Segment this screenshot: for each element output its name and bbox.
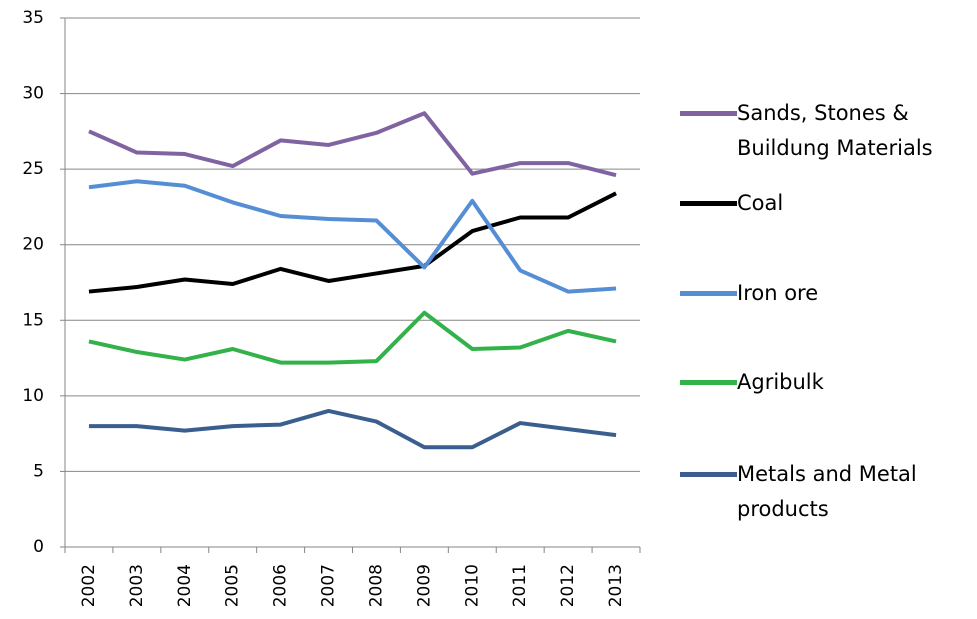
series-line	[88, 111, 617, 178]
legend-item: Agribulk	[680, 365, 977, 400]
y-tick-label: 5	[33, 461, 44, 481]
legend-item: Coal	[680, 186, 977, 221]
x-tick-label: 2010	[462, 564, 482, 607]
x-tick-label: 2012	[558, 564, 578, 607]
legend-item: Metals and Metal products	[680, 457, 977, 527]
y-tick-label: 10	[22, 386, 44, 406]
y-tick-label: 35	[22, 8, 44, 28]
x-tick-label: 2003	[127, 564, 147, 607]
legend-item: Sands, Stones & Buildung Materials	[680, 96, 977, 166]
x-tick-label: 2011	[510, 564, 530, 607]
legend-swatch	[680, 380, 737, 385]
legend-label: Coal	[737, 191, 784, 215]
x-tick-label: 2013	[606, 564, 626, 607]
y-tick-label: 30	[22, 84, 44, 104]
series-line	[88, 310, 617, 365]
legend-item: Iron ore	[680, 276, 977, 311]
y-tick-label: 15	[22, 310, 44, 330]
y-tick-label: 0	[33, 537, 44, 557]
legend-label: Metals and Metal products	[737, 462, 917, 521]
series-line	[88, 179, 617, 294]
x-tick-label: 2004	[175, 564, 195, 607]
x-tick-label: 2005	[223, 564, 243, 607]
x-tick-label: 2008	[366, 564, 386, 607]
legend-swatch	[680, 201, 737, 206]
legend-swatch	[680, 472, 737, 477]
series-line	[88, 191, 617, 294]
x-tick-label: 2007	[319, 564, 339, 607]
legend-swatch	[680, 291, 737, 296]
legend-label: Iron ore	[737, 281, 819, 305]
x-tick-label: 2009	[414, 564, 434, 607]
series-line	[88, 408, 617, 450]
y-tick-label: 20	[22, 235, 44, 255]
legend-label: Agribulk	[737, 370, 824, 394]
legend-swatch	[680, 111, 737, 116]
x-tick-label: 2006	[271, 564, 291, 607]
legend-label: Sands, Stones & Buildung Materials	[737, 101, 933, 160]
x-tick-label: 2002	[79, 564, 99, 607]
y-tick-label: 25	[22, 159, 44, 179]
